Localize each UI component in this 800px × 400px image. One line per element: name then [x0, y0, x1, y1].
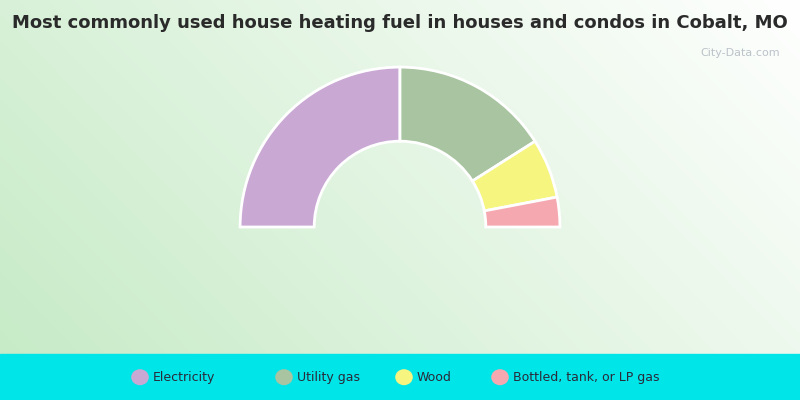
Text: Bottled, tank, or LP gas: Bottled, tank, or LP gas	[513, 371, 659, 384]
Ellipse shape	[131, 369, 149, 385]
Wedge shape	[484, 197, 560, 227]
Ellipse shape	[395, 369, 413, 385]
Text: City-Data.com: City-Data.com	[700, 48, 780, 58]
Bar	[0, 354, 800, 400]
Text: Electricity: Electricity	[153, 371, 215, 384]
Text: Utility gas: Utility gas	[297, 371, 360, 384]
Text: Most commonly used house heating fuel in houses and condos in Cobalt, MO: Most commonly used house heating fuel in…	[12, 14, 788, 32]
Wedge shape	[240, 67, 400, 227]
Wedge shape	[473, 141, 557, 211]
Ellipse shape	[275, 369, 293, 385]
Text: Wood: Wood	[417, 371, 452, 384]
Wedge shape	[400, 67, 535, 181]
Ellipse shape	[491, 369, 509, 385]
